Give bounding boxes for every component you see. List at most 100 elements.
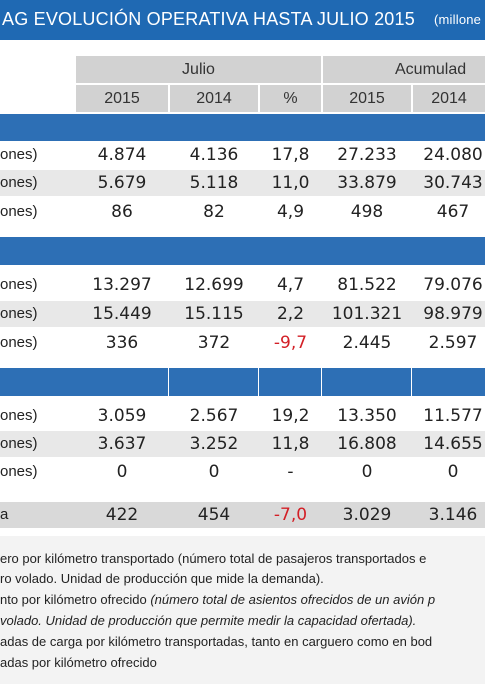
- column-divider: [411, 368, 412, 396]
- cell: 12.699: [184, 275, 244, 295]
- cell: 33.879: [337, 173, 397, 193]
- footnote-line: adas de carga por kilómetro transportada…: [0, 634, 433, 649]
- header-julio-label: Julio: [182, 61, 215, 78]
- column-divider: [168, 368, 169, 396]
- footnote-line: ro volado. Unidad de producción que mide…: [0, 571, 324, 586]
- cell: 3.252: [189, 434, 239, 454]
- cell: 13.297: [92, 275, 152, 295]
- cell: 14.655: [423, 434, 483, 454]
- table-row: ones) 86 82 4,9 498 467: [0, 199, 485, 225]
- cell: 3.637: [97, 434, 147, 454]
- cell: 4.874: [97, 145, 147, 165]
- cell: 16.808: [337, 434, 397, 454]
- footnote-line: nto por kilómetro ofrecido (número total…: [0, 592, 435, 607]
- header-col-2015-julio: 2015: [76, 85, 168, 112]
- cell: 0: [208, 462, 220, 482]
- table-row: ones) 5.679 5.118 11,0 33.879 30.743: [0, 170, 485, 196]
- cell: 27.233: [337, 145, 397, 165]
- cell: 0: [116, 462, 128, 482]
- cell: 82: [203, 202, 225, 222]
- table-row: ones) 15.449 15.115 2,2 101.321 98.979: [0, 301, 485, 327]
- negative-cell: -7,0: [273, 505, 308, 525]
- cell: 4.136: [189, 145, 239, 165]
- cell: 4,9: [276, 202, 305, 222]
- cell: 11,8: [271, 434, 310, 454]
- row-label: ones): [0, 407, 38, 424]
- cell: 101.321: [331, 304, 403, 324]
- total-label: a: [0, 506, 9, 523]
- cell: -: [287, 462, 294, 482]
- header-col-2015-acum: 2015: [323, 85, 411, 112]
- cell: 5.679: [97, 173, 147, 193]
- negative-cell: -9,7: [273, 333, 308, 353]
- header-col-label: 2014: [431, 90, 467, 107]
- cell: 422: [105, 505, 139, 525]
- row-label: ones): [0, 334, 38, 351]
- cell: 467: [436, 202, 470, 222]
- footnote-line: ero por kilómetro transportado (número t…: [0, 551, 427, 566]
- table-row: ones) 0 0 - 0 0: [0, 459, 485, 485]
- cell: 79.076: [423, 275, 483, 295]
- row-label: ones): [0, 305, 38, 322]
- total-row: a 422 454 -7,0 3.029 3.146: [0, 502, 485, 528]
- column-divider: [258, 368, 259, 396]
- cell: 2.445: [342, 333, 392, 353]
- row-label: ones): [0, 276, 38, 293]
- table-row: ones) 3.059 2.567 19,2 13.350 11.577: [0, 403, 485, 429]
- header-acumulado: Acumulad: [323, 56, 485, 83]
- cell: 0: [447, 462, 459, 482]
- cell: 2.597: [428, 333, 478, 353]
- footnotes: ero por kilómetro transportado (número t…: [0, 536, 485, 684]
- cell: 5.118: [189, 173, 239, 193]
- table-title: AG EVOLUCIÓN OPERATIVA HASTA JULIO 2015: [2, 9, 415, 29]
- row-label: ones): [0, 146, 38, 163]
- cell: 2,2: [276, 304, 305, 324]
- row-label: ones): [0, 435, 38, 452]
- row-label: ones): [0, 203, 38, 220]
- section-band: [0, 368, 485, 396]
- cell: 30.743: [423, 173, 483, 193]
- cell: 11,0: [271, 173, 310, 193]
- cell: 81.522: [337, 275, 397, 295]
- cell: 13.350: [337, 406, 397, 426]
- table-row: ones) 336 372 -9,7 2.445 2.597: [0, 330, 485, 356]
- header-col-label: 2015: [104, 90, 140, 107]
- column-divider: [321, 368, 322, 396]
- cell: 19,2: [271, 406, 310, 426]
- table-row: ones) 13.297 12.699 4,7 81.522 79.076: [0, 272, 485, 298]
- section-band: [0, 114, 485, 141]
- header-julio: Julio: [76, 56, 321, 83]
- header-col-label: 2015: [349, 90, 385, 107]
- row-label: ones): [0, 174, 38, 191]
- table-title-bar: AG EVOLUCIÓN OPERATIVA HASTA JULIO 2015 …: [0, 0, 485, 40]
- footnote-text: nto por kilómetro ofrecido: [0, 592, 147, 607]
- cell: 24.080: [423, 145, 483, 165]
- header-acumulado-label: Acumulad: [395, 61, 467, 78]
- cell: 372: [197, 333, 231, 353]
- cell: 0: [361, 462, 373, 482]
- footnote-italic: (número total de asientos ofrecidos de u…: [150, 592, 436, 607]
- cell: 4,7: [276, 275, 305, 295]
- table-title-unit: (millone: [434, 12, 482, 27]
- cell: 15.115: [184, 304, 244, 324]
- section-band: [0, 237, 485, 265]
- cell: 3.059: [97, 406, 147, 426]
- cell: 3.029: [342, 505, 392, 525]
- cell: 336: [105, 333, 139, 353]
- header-col-2014-acum: 2014: [413, 85, 485, 112]
- cell: 17,8: [271, 145, 310, 165]
- header-col-label: 2014: [196, 90, 232, 107]
- header-col-2014-julio: 2014: [170, 85, 258, 112]
- table-row: ones) 3.637 3.252 11,8 16.808 14.655: [0, 431, 485, 457]
- cell: 15.449: [92, 304, 152, 324]
- cell: 86: [111, 202, 133, 222]
- footnote-line: volado. Unidad de producción que permite…: [0, 613, 417, 628]
- cell: 11.577: [423, 406, 483, 426]
- table-row: ones) 4.874 4.136 17,8 27.233 24.080: [0, 142, 485, 168]
- cell: 98.979: [423, 304, 483, 324]
- cell: 2.567: [189, 406, 239, 426]
- cell: 454: [197, 505, 231, 525]
- row-label: ones): [0, 463, 38, 480]
- footnote-line: adas por kilómetro ofrecido: [0, 655, 157, 670]
- cell: 3.146: [428, 505, 478, 525]
